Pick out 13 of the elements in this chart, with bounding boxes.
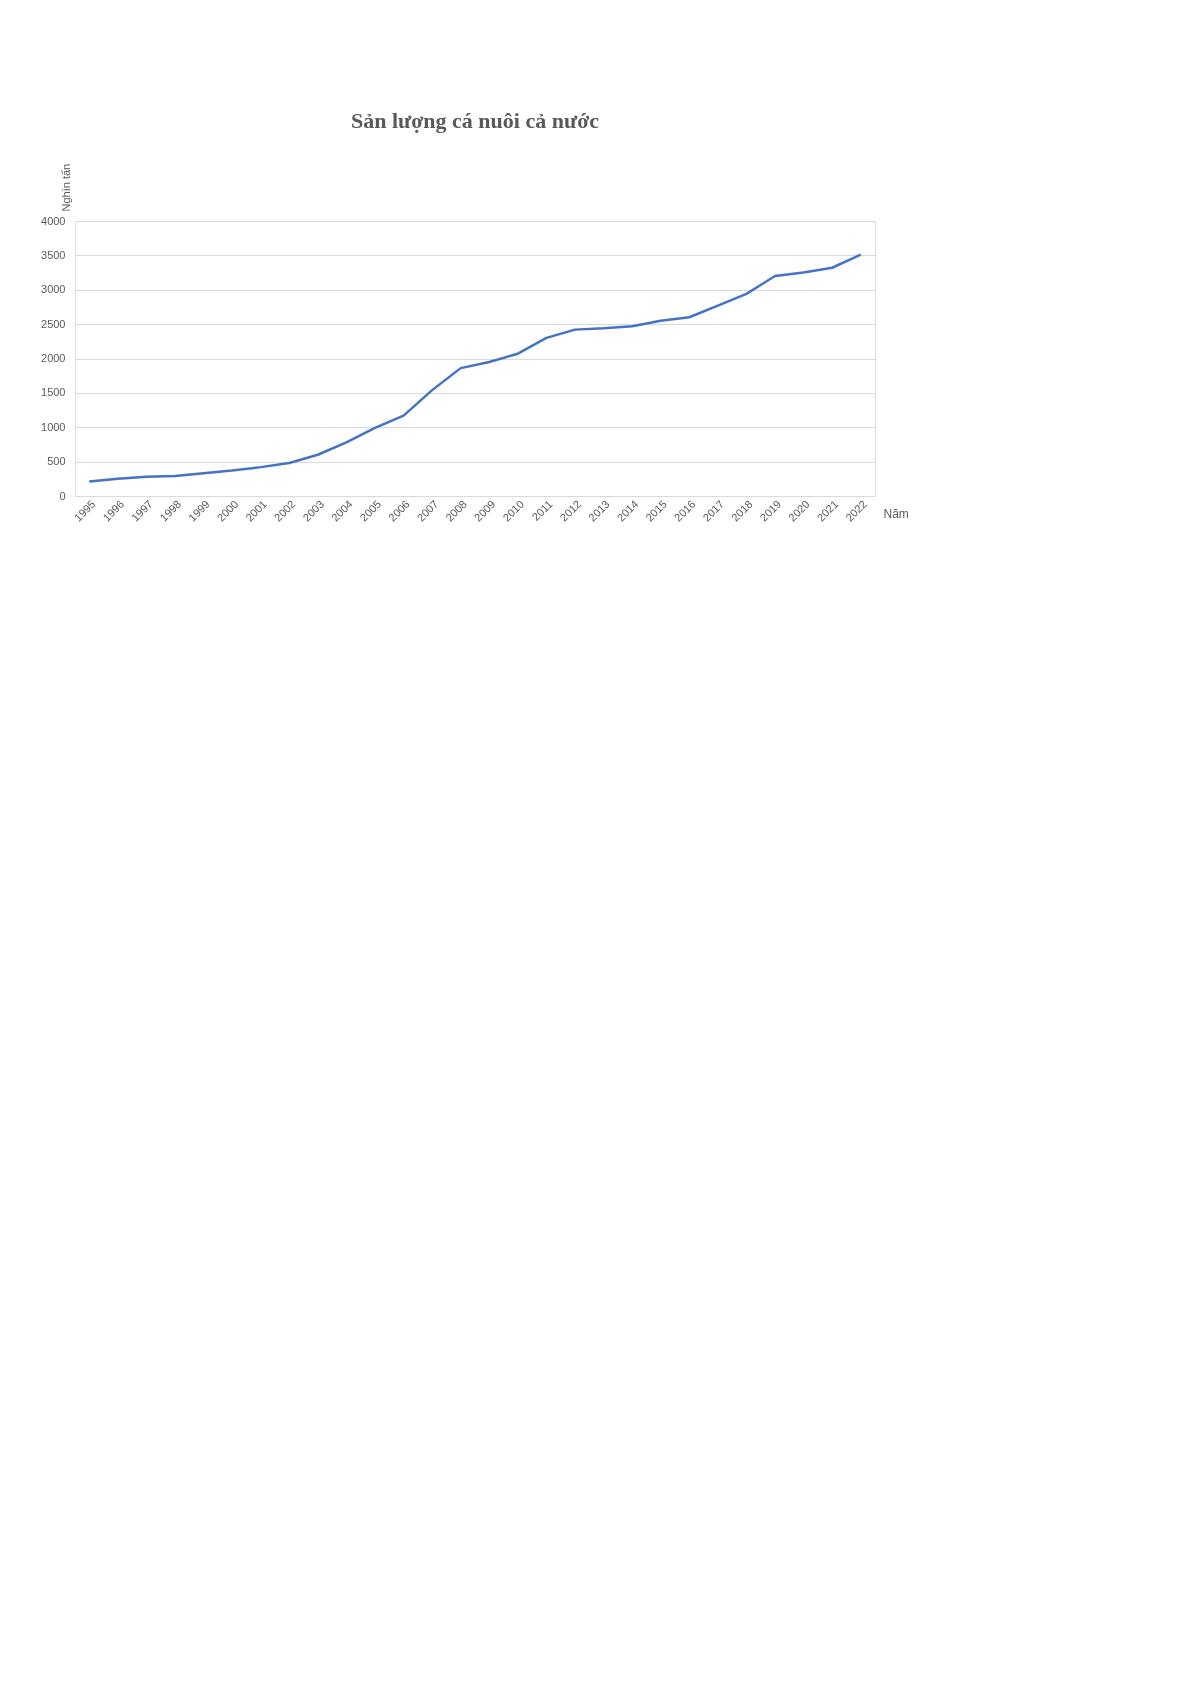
y-tick-label: 2500 <box>41 317 66 330</box>
y-tick-label: 1500 <box>41 386 66 399</box>
y-tick-label: 1000 <box>41 420 66 433</box>
y-tick-label: 0 <box>59 489 66 502</box>
y-tick-label: 3000 <box>41 283 66 296</box>
y-tick-label: 3500 <box>41 248 66 261</box>
y-tick-label: 4000 <box>41 214 66 227</box>
chart-title: Sản lượng cá nuôi cả nước <box>350 108 600 134</box>
y-tick-label: 500 <box>47 455 66 468</box>
line-series <box>88 253 862 483</box>
y-axis-title: Nghìn tấn <box>59 163 72 212</box>
y-tick-label: 2000 <box>41 352 66 364</box>
x-axis-title: Năm <box>883 506 909 521</box>
